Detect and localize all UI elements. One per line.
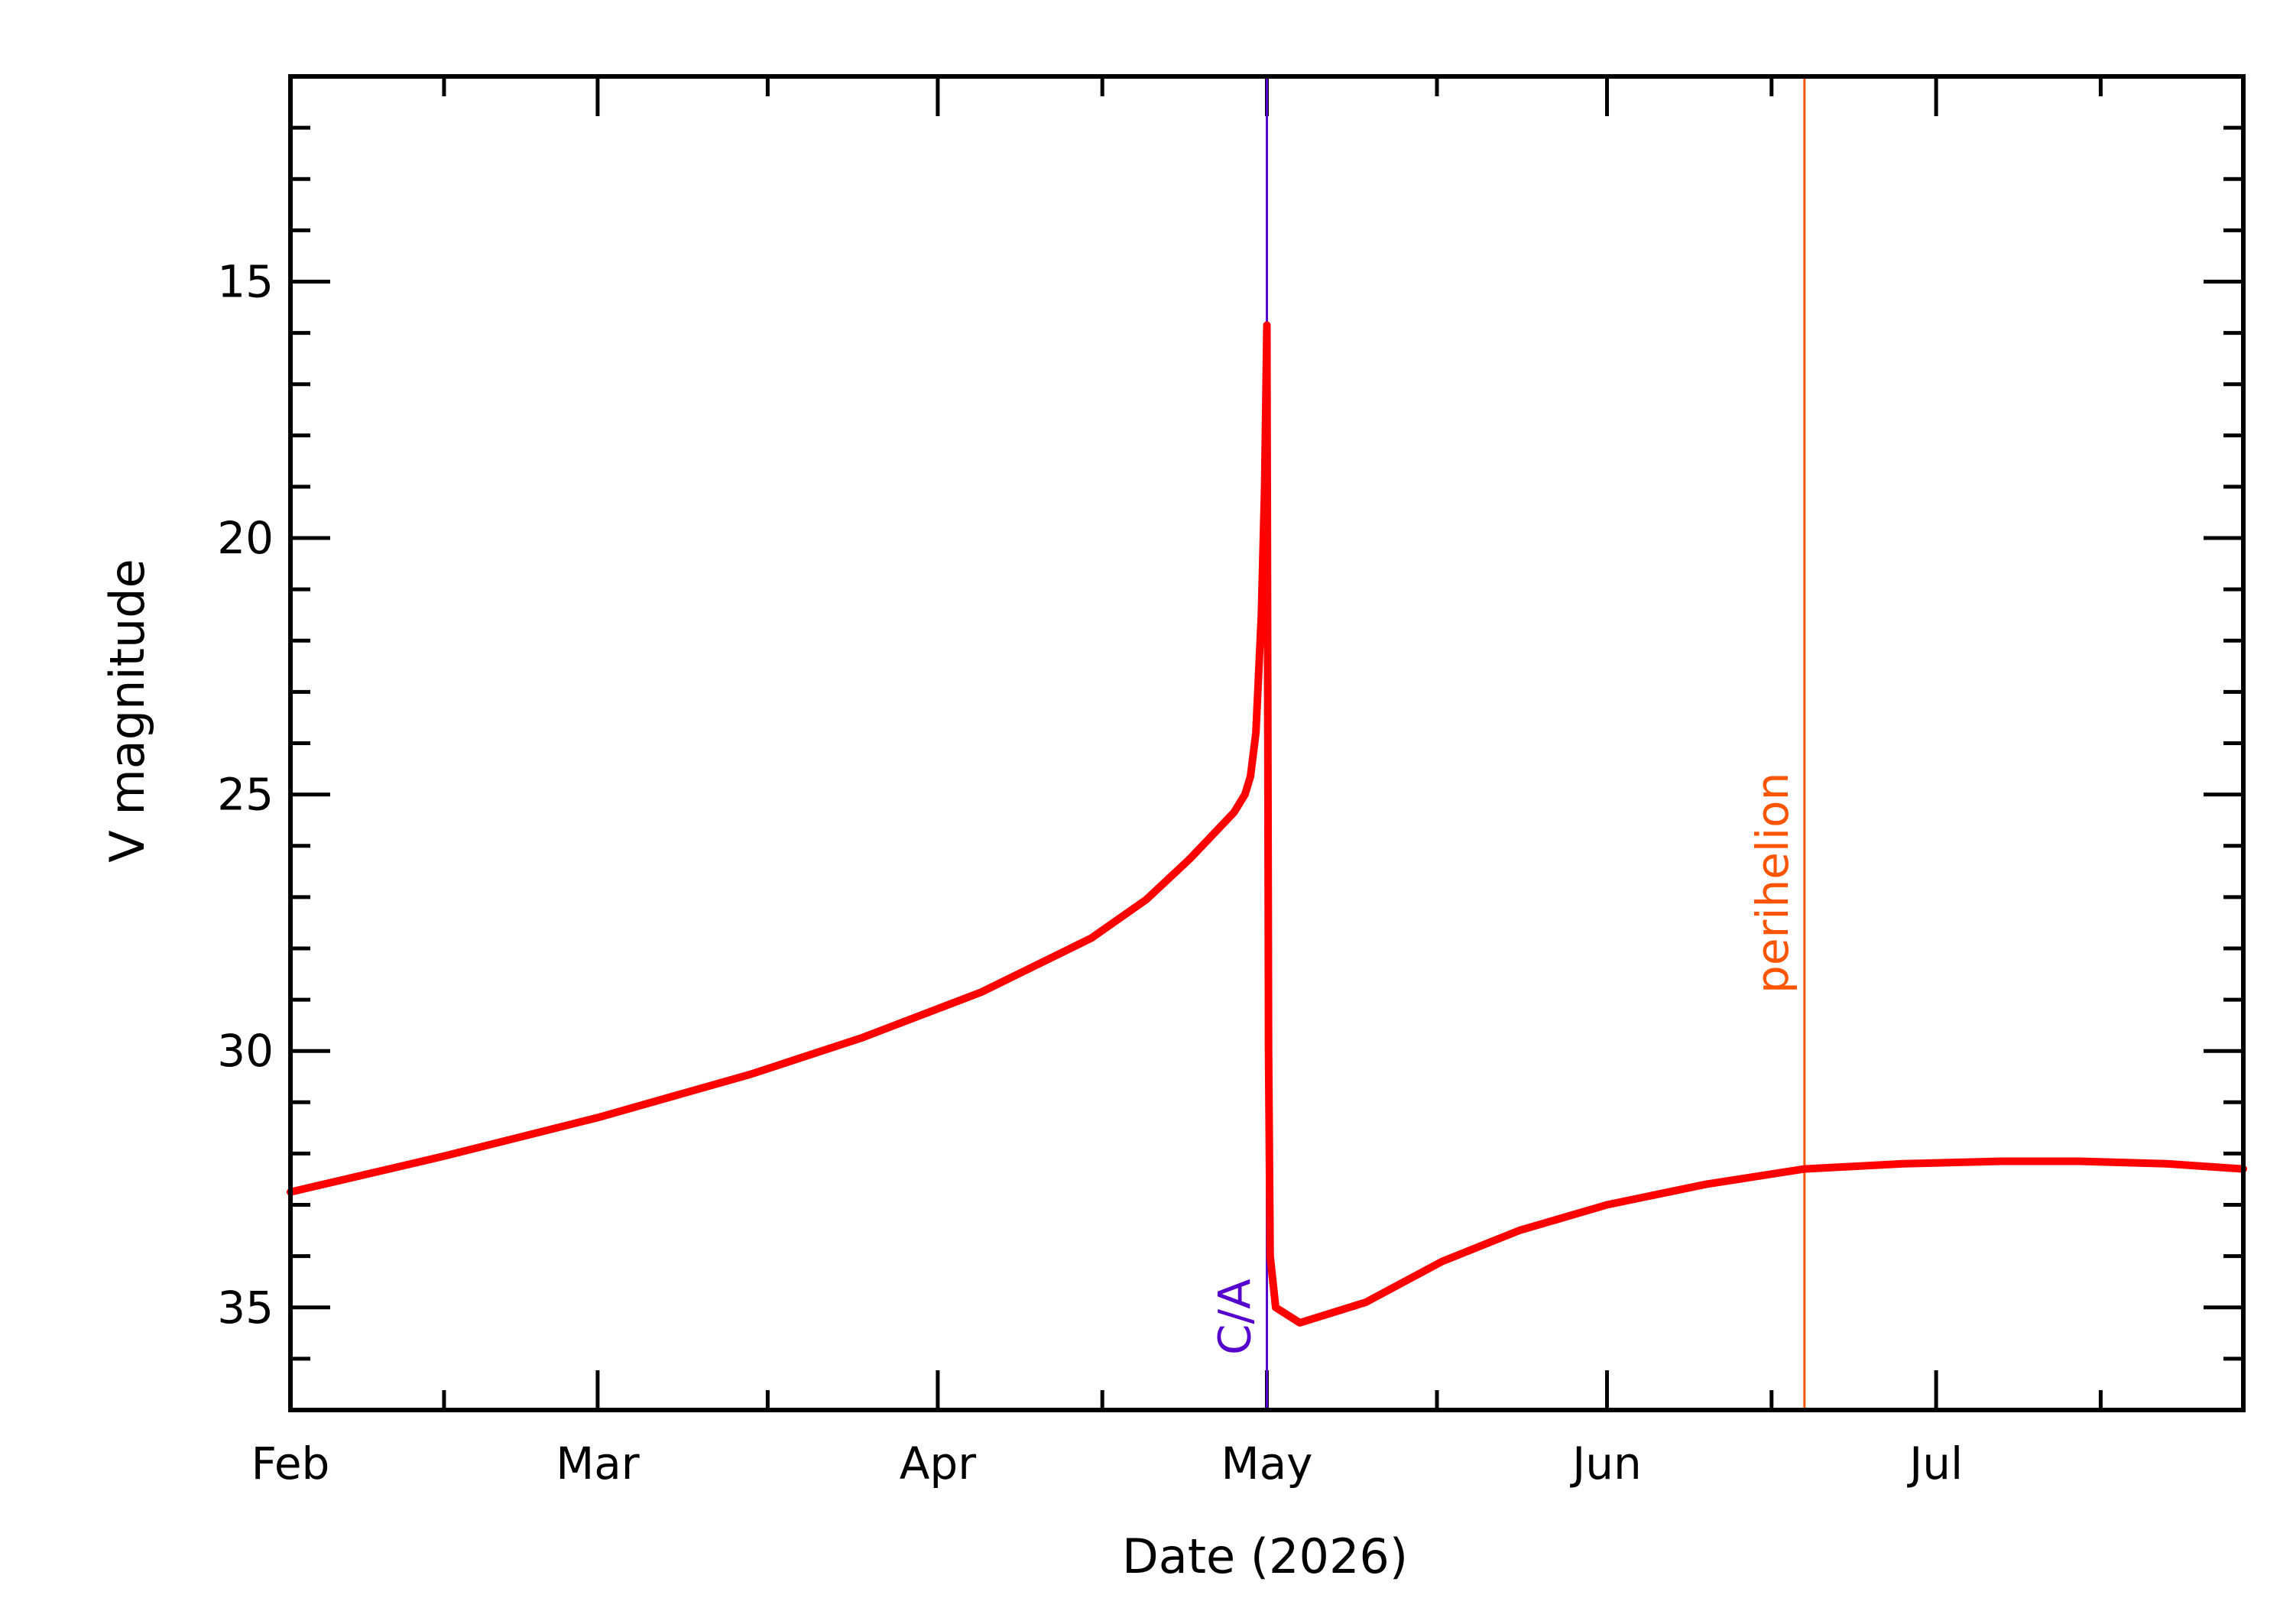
x-axis-title: Date (2026) — [1122, 1528, 1408, 1584]
x-tick-label: Jun — [1570, 1438, 1642, 1489]
data-series — [287, 321, 2247, 1327]
event-marker-label: perihelion — [1747, 773, 1798, 994]
event-marker-label: C/A — [1209, 1279, 1261, 1355]
magnitude-curve — [287, 321, 2247, 1327]
x-tick-label: May — [1221, 1438, 1313, 1489]
axes: 15 20 25 30 35 Feb Mar Apr May Jun Jul — [217, 76, 2243, 1489]
y-tick-label: 35 — [217, 1282, 274, 1334]
y-tick-label: 20 — [217, 512, 274, 564]
x-tick-label: Jul — [1907, 1438, 1963, 1489]
event-markers: C/A perihelion — [1209, 76, 1806, 1410]
plot-border — [288, 74, 2246, 1412]
plot-frame — [288, 74, 2246, 1412]
y-axis-title: V magnitude — [99, 559, 155, 863]
x-tick-label: Mar — [556, 1438, 640, 1489]
y-tick-label: 15 — [217, 255, 274, 307]
y-tick-label: 30 — [217, 1025, 274, 1077]
x-tick-label: Apr — [900, 1438, 976, 1489]
y-tick-label: 25 — [217, 769, 274, 821]
x-tick-label: Feb — [251, 1438, 330, 1489]
